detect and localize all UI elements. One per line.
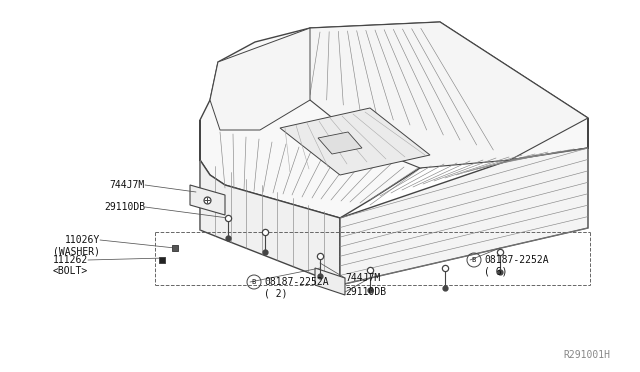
Polygon shape — [318, 132, 362, 154]
Text: B: B — [252, 279, 256, 285]
Polygon shape — [340, 118, 588, 285]
Text: B: B — [472, 257, 476, 263]
Text: <BOLT>: <BOLT> — [52, 266, 88, 276]
Polygon shape — [210, 28, 310, 130]
Text: ( 6): ( 6) — [484, 266, 508, 276]
Text: 111262: 111262 — [52, 255, 88, 265]
Polygon shape — [200, 120, 340, 285]
Polygon shape — [190, 185, 225, 215]
Polygon shape — [315, 268, 345, 295]
Text: (WASHER): (WASHER) — [53, 246, 100, 256]
Text: 744J7M: 744J7M — [109, 180, 145, 190]
Text: 08187-2252A: 08187-2252A — [264, 277, 328, 287]
Text: ( 2): ( 2) — [264, 288, 287, 298]
Text: 11026Y: 11026Y — [65, 235, 100, 245]
Polygon shape — [260, 22, 588, 168]
Text: 29110DB: 29110DB — [104, 202, 145, 212]
Text: 29110DB: 29110DB — [345, 287, 386, 297]
Polygon shape — [280, 108, 430, 175]
Polygon shape — [200, 22, 588, 218]
Text: 08187-2252A: 08187-2252A — [484, 255, 548, 265]
Text: 744J7M: 744J7M — [345, 273, 380, 283]
Text: R291001H: R291001H — [563, 350, 610, 360]
